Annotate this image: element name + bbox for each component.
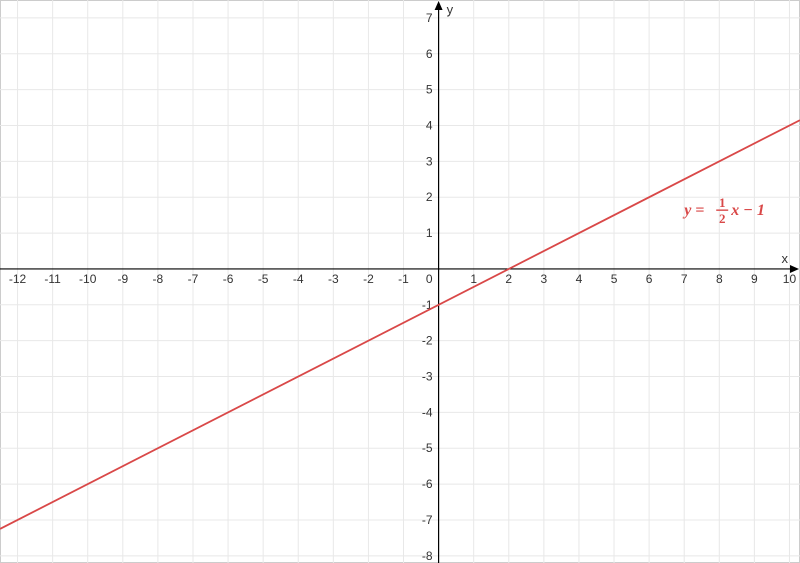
plot-line: [0, 120, 800, 529]
y-tick-label: 4: [426, 119, 433, 133]
x-axis-label: x: [782, 251, 789, 266]
x-tick-label: -5: [258, 272, 269, 286]
x-tick-label: 1: [470, 272, 477, 286]
x-tick-label: 9: [751, 272, 758, 286]
x-tick-label: 8: [716, 272, 723, 286]
x-tick-label: -12: [9, 272, 27, 286]
tick-origin: 0: [426, 272, 433, 286]
equation-label: y = 12 x − 1: [682, 195, 765, 226]
y-tick-label: -8: [422, 549, 433, 563]
chart-container: -12-11-10-9-8-7-6-5-4-3-2-1012345678910-…: [0, 0, 800, 563]
y-axis-label: y: [447, 2, 454, 17]
x-tick-label: -11: [44, 272, 61, 286]
x-tick-label: 5: [611, 272, 618, 286]
y-tick-label: 5: [426, 83, 433, 97]
y-tick-label: 3: [426, 154, 433, 168]
x-tick-label: -3: [328, 272, 339, 286]
y-tick-label: -5: [422, 441, 433, 455]
x-tick-label: 10: [783, 272, 797, 286]
equation-rhs: x − 1: [730, 202, 765, 219]
equation-lhs: y =: [682, 202, 704, 219]
x-tick-label: 6: [646, 272, 653, 286]
y-tick-label: 2: [426, 190, 433, 204]
y-tick-label: -4: [422, 405, 433, 419]
tick-labels: -12-11-10-9-8-7-6-5-4-3-2-1012345678910-…: [9, 11, 797, 563]
x-tick-label: -10: [79, 272, 97, 286]
x-tick-label: -1: [398, 272, 409, 286]
y-tick-label: -2: [422, 334, 433, 348]
x-tick-label: 4: [576, 272, 583, 286]
x-tick-label: 3: [541, 272, 548, 286]
x-tick-label: -6: [223, 272, 234, 286]
y-tick-label: 6: [426, 47, 433, 61]
x-tick-label: -8: [153, 272, 164, 286]
y-tick-label: -6: [422, 477, 433, 491]
coordinate-plane: -12-11-10-9-8-7-6-5-4-3-2-1012345678910-…: [0, 0, 800, 563]
x-tick-label: -2: [363, 272, 374, 286]
y-tick-label: 1: [426, 226, 433, 240]
y-tick-label: -3: [422, 370, 433, 384]
y-tick-label: -7: [422, 513, 433, 527]
y-tick-label: 7: [426, 11, 433, 25]
x-tick-label: 2: [505, 272, 512, 286]
equation-denominator: 2: [719, 211, 726, 226]
x-tick-label: -7: [188, 272, 199, 286]
x-tick-label: -9: [117, 272, 128, 286]
equation-numerator: 1: [719, 195, 726, 210]
x-tick-label: -4: [293, 272, 304, 286]
x-tick-label: 7: [681, 272, 688, 286]
